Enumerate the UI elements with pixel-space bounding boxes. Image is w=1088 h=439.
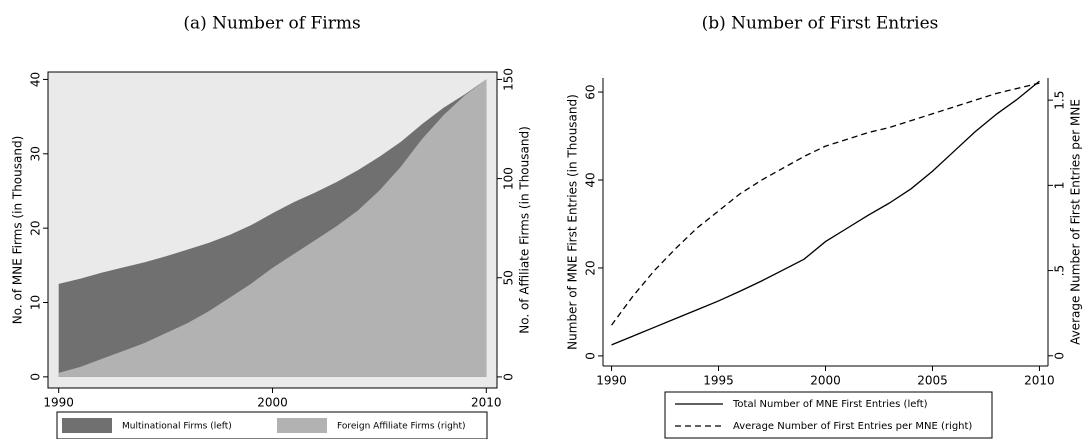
y-tick-label: 40	[29, 72, 43, 87]
y-tick-label: 0	[29, 373, 43, 381]
y2-axis-label: No. of Affiliate Firms (in Thousand)	[518, 126, 532, 334]
y-axis-label: No. of MNE Firms (in Thousand)	[11, 136, 25, 325]
x-tick-label: 2010	[471, 396, 502, 410]
legend-label: Multinational Firms (left)	[122, 422, 232, 432]
y-tick-label: .5	[1053, 265, 1067, 276]
x-tick-label: 1990	[596, 374, 627, 388]
y-tick-label: 60	[584, 84, 598, 99]
y-tick-label: 40	[584, 172, 598, 187]
x-tick-label: 2000	[810, 374, 841, 388]
y-tick-label: 1.5	[1053, 91, 1067, 110]
legend	[56, 411, 488, 439]
legend-swatch	[62, 418, 112, 433]
y2-axis-label: Average Number of First Entries per MNE	[1069, 99, 1083, 345]
y-tick-label: 10	[29, 295, 43, 310]
legend-label: Average Number of First Entries per MNE …	[733, 421, 972, 432]
y-tick-label: 50	[502, 270, 516, 285]
x-tick-label: 2000	[257, 396, 288, 410]
line	[611, 82, 1040, 326]
x-tick-label: 2010	[1024, 374, 1055, 388]
line	[611, 80, 1040, 346]
y-tick-label: 0	[1053, 352, 1067, 360]
y-tick-label: 1	[1053, 182, 1067, 190]
legend-label: Foreign Affiliate Firms (right)	[337, 422, 466, 432]
y-tick-label: 100	[502, 167, 516, 190]
legend-label: Total Number of MNE First Entries (left)	[732, 399, 928, 410]
chart-title: (b) Number of First Entries	[702, 14, 939, 34]
x-tick-label: 2005	[917, 374, 948, 388]
legend	[664, 391, 993, 439]
y-axis-label: Number of MNE First Entries (in Thousand…	[566, 94, 580, 350]
x-tick-label: 1995	[703, 374, 734, 388]
y-tick-label: 0	[502, 373, 516, 381]
area	[58, 79, 487, 377]
y-tick-label: 20	[29, 221, 43, 236]
y-tick-label: 150	[502, 68, 516, 91]
y-tick-label: 20	[584, 260, 598, 275]
chart-title: (a) Number of Firms	[183, 14, 360, 34]
y-tick-label: 30	[29, 146, 43, 161]
legend-swatch	[277, 418, 327, 433]
y-tick-label: 0	[584, 352, 598, 360]
x-tick-label: 1990	[43, 396, 74, 410]
